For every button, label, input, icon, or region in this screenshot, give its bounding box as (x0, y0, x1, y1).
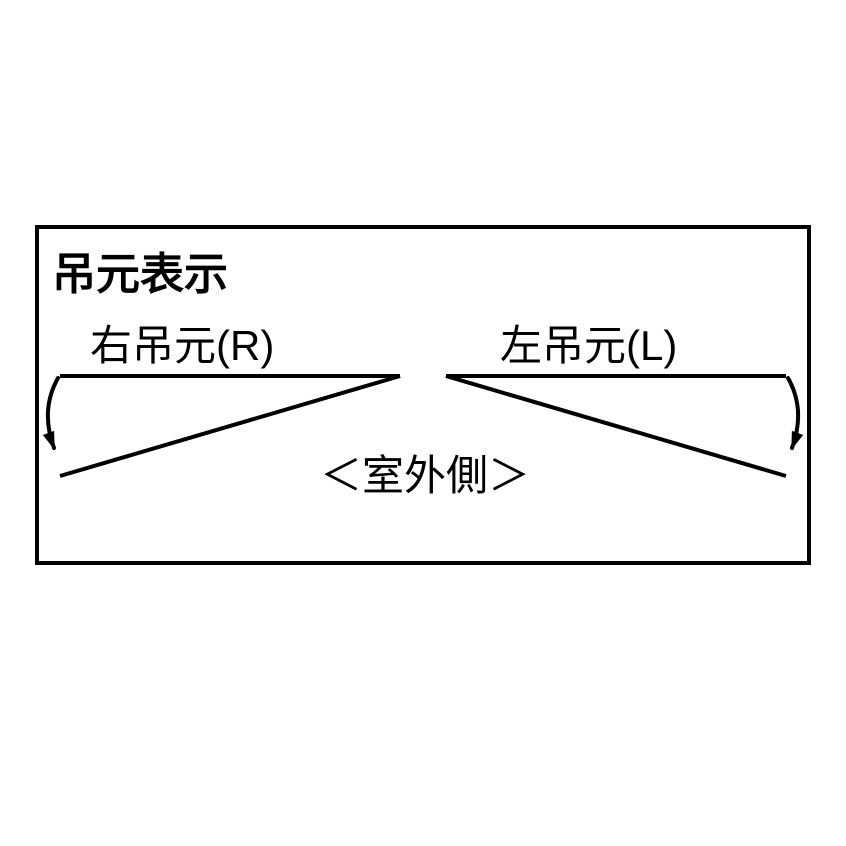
diagram-svg (0, 0, 846, 846)
stage: 吊元表示 右吊元(R) 左吊元(L) ＜室外側＞ (0, 0, 846, 846)
